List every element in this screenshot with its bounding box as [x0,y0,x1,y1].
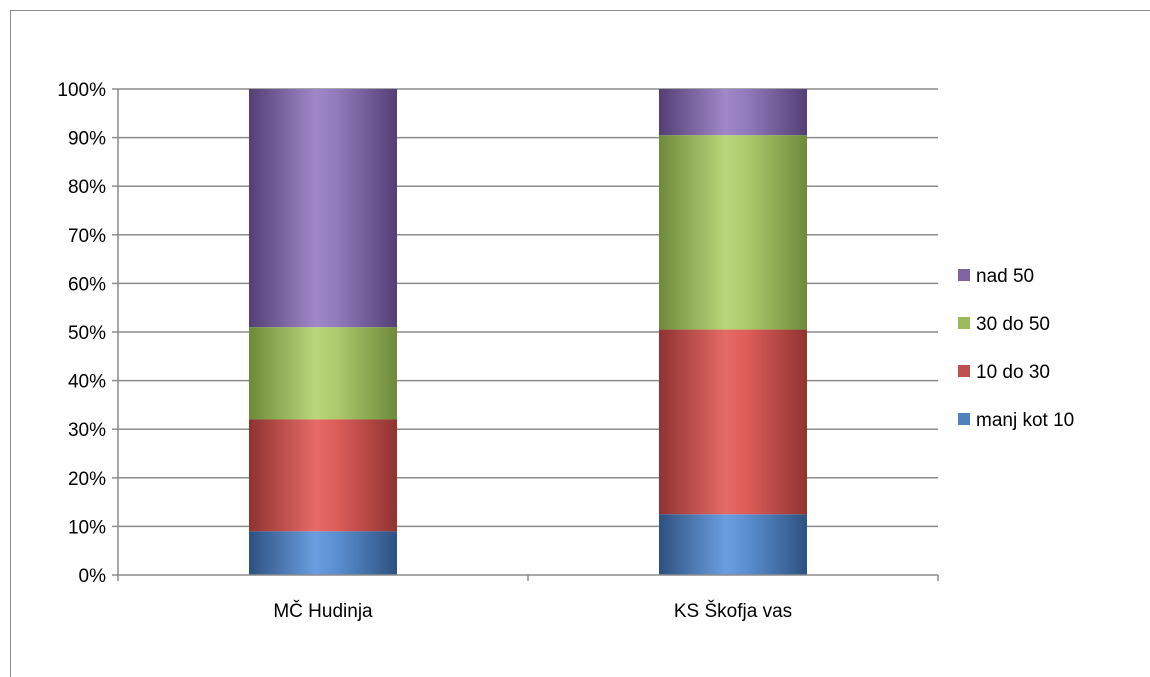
y-tick-label: 80% [68,177,106,198]
legend-swatch [958,317,970,329]
y-tick-label: 0% [79,566,107,587]
bar-segment-nad-50 [659,89,807,136]
y-tick-label: 10% [68,517,106,538]
legend-swatch [958,365,970,377]
bar-segment-manj-kot-10 [659,514,807,575]
y-tick-label: 20% [68,469,106,490]
legend-label: 10 do 30 [976,362,1050,383]
y-tick-label: 60% [68,274,106,295]
x-category-label: MČ Hudinja [273,600,373,622]
legend-label: nad 50 [976,266,1034,287]
bar-segment-30-do-50 [249,327,397,420]
legend-swatch [958,413,970,425]
bar-segment-10-do-30 [659,329,807,515]
y-tick-label: 30% [68,420,106,441]
y-tick-label: 100% [57,80,106,101]
bar-segment-10-do-30 [249,419,397,532]
legend-label: manj kot 10 [976,410,1074,431]
bar-segment-nad-50 [249,89,397,328]
chart-frame [10,10,1150,677]
y-tick-label: 70% [68,226,106,247]
bar-segment-30-do-50 [659,135,807,330]
legend-label: 30 do 50 [976,314,1050,335]
y-tick-label: 50% [68,323,106,344]
y-tick-label: 40% [68,372,106,393]
y-tick-label: 90% [68,129,106,150]
x-category-label: KS Škofja vas [674,600,792,622]
bar-segment-manj-kot-10 [249,531,397,575]
legend-swatch [958,269,970,281]
